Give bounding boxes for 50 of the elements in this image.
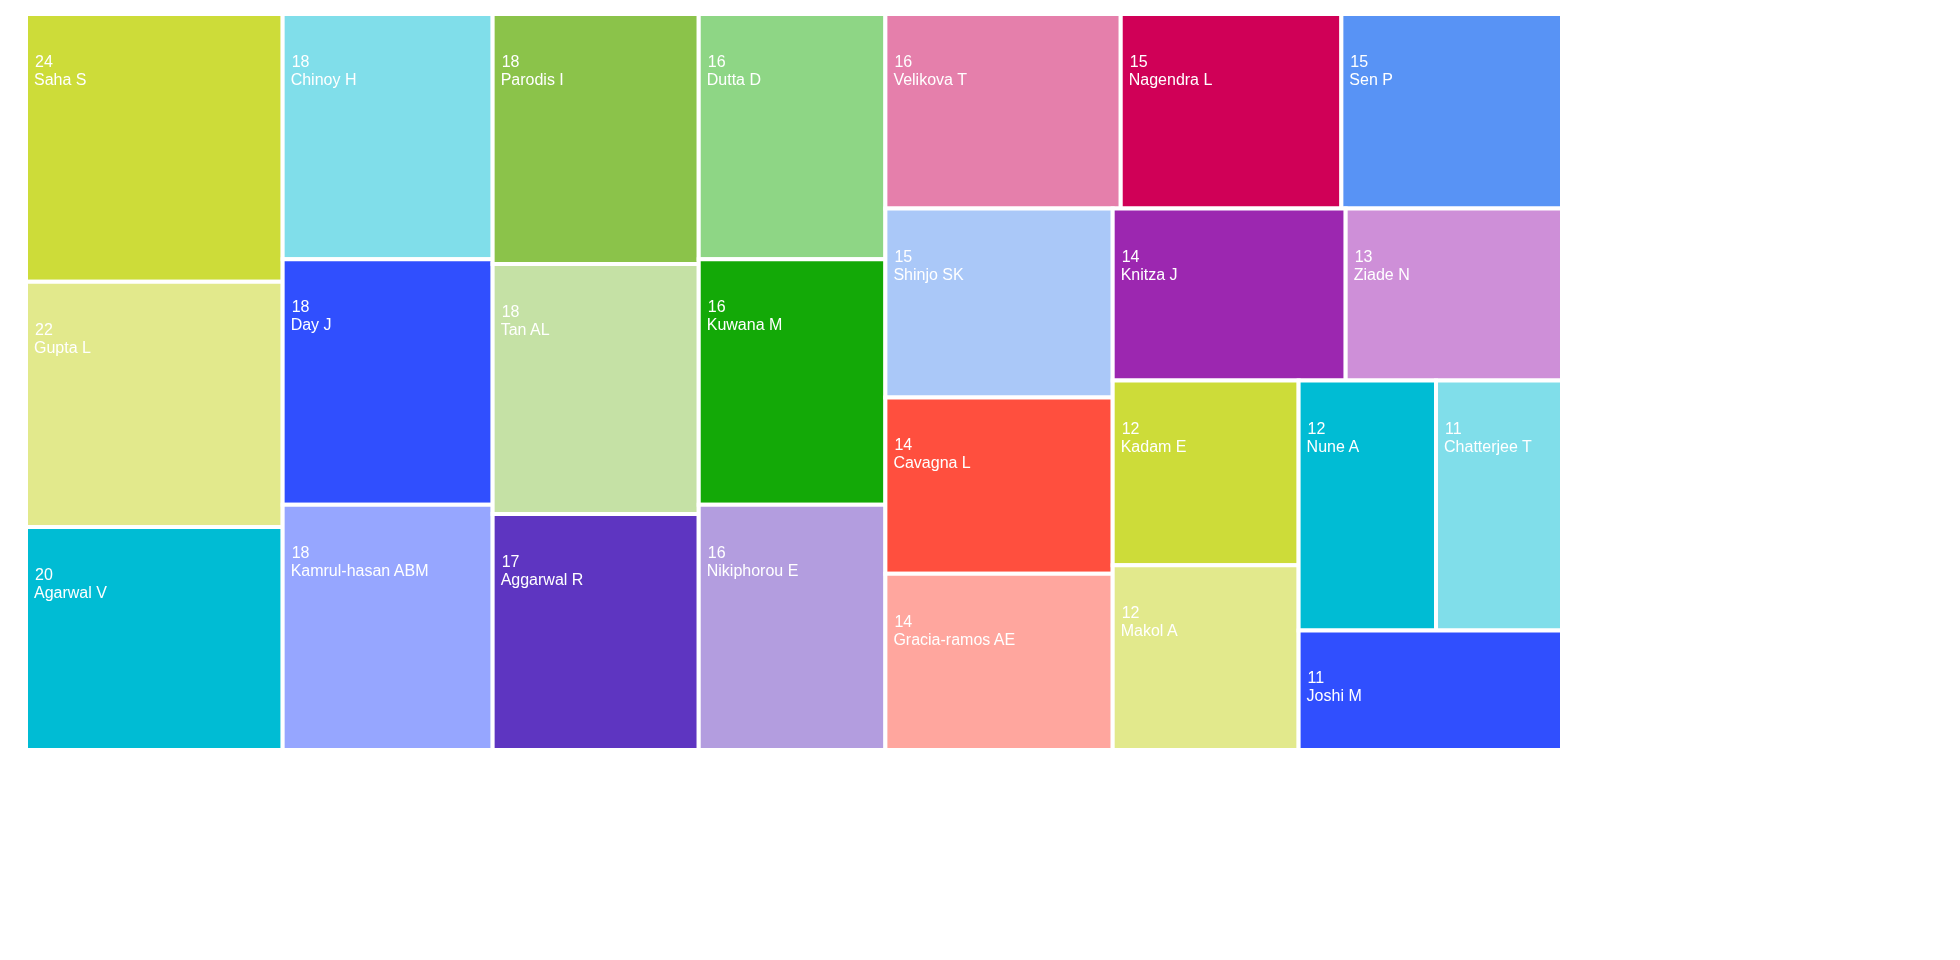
category-label: Chinoy H <box>290 71 357 88</box>
category-label: Nikiphorou E <box>706 561 799 579</box>
data-label: 12 <box>1307 419 1326 437</box>
data-label: 18 <box>291 298 310 316</box>
data-label: 11 <box>1445 419 1462 437</box>
category-label: Cavagna L <box>893 454 971 472</box>
data-label: 18 <box>291 53 310 70</box>
data-label: 15 <box>1129 53 1148 70</box>
data-label: 16 <box>707 53 726 70</box>
data-label: 17 <box>501 552 520 570</box>
category-label: Nagendra L <box>1128 71 1213 88</box>
data-label: 18 <box>501 302 520 320</box>
data-label: 16 <box>707 543 726 561</box>
category-label: Saha S <box>34 71 87 88</box>
category-label: Makol A <box>1120 622 1178 640</box>
category-label: Gracia-ramos AE <box>893 630 1016 648</box>
data-label: 14 <box>894 436 913 454</box>
category-label: Gupta L <box>34 338 92 356</box>
category-label: Joshi M <box>1306 687 1362 705</box>
category-label: Agarwal V <box>34 583 108 601</box>
data-label: 14 <box>1121 247 1140 265</box>
category-label: Shinjo SK <box>893 265 964 283</box>
data-label: 11 <box>1307 669 1325 687</box>
category-label: Ziade N <box>1353 265 1410 283</box>
data-label: 13 <box>1354 247 1373 265</box>
data-label: 22 <box>35 320 53 338</box>
data-label: 18 <box>501 53 520 70</box>
category-label: Knitza J <box>1120 265 1178 283</box>
category-label: Parodis I <box>500 71 564 88</box>
category-label: Chatterjee T <box>1444 437 1533 455</box>
data-label: 14 <box>894 612 913 630</box>
category-label: Kamrul-hasan ABM <box>290 561 429 579</box>
category-label: Kadam E <box>1120 437 1187 455</box>
data-label: 24 <box>35 53 53 70</box>
data-label: 20 <box>35 565 53 583</box>
category-label: Dutta D <box>706 71 761 88</box>
data-label: 16 <box>894 53 913 70</box>
category-label: Kuwana M <box>706 316 783 334</box>
category-label: Velikova T <box>893 71 968 88</box>
category-label: Aggarwal R <box>500 570 584 588</box>
data-label: 12 <box>1121 419 1140 437</box>
category-label: Sen P <box>1349 71 1393 88</box>
data-label: 16 <box>707 298 726 316</box>
category-label: Tan AL <box>500 320 550 338</box>
data-label: 12 <box>1121 604 1140 622</box>
data-label: 15 <box>894 247 913 265</box>
category-label: Nune A <box>1306 437 1360 455</box>
category-label: Day J <box>290 316 332 334</box>
data-label: 15 <box>1350 53 1369 70</box>
data-label: 18 <box>291 543 310 561</box>
